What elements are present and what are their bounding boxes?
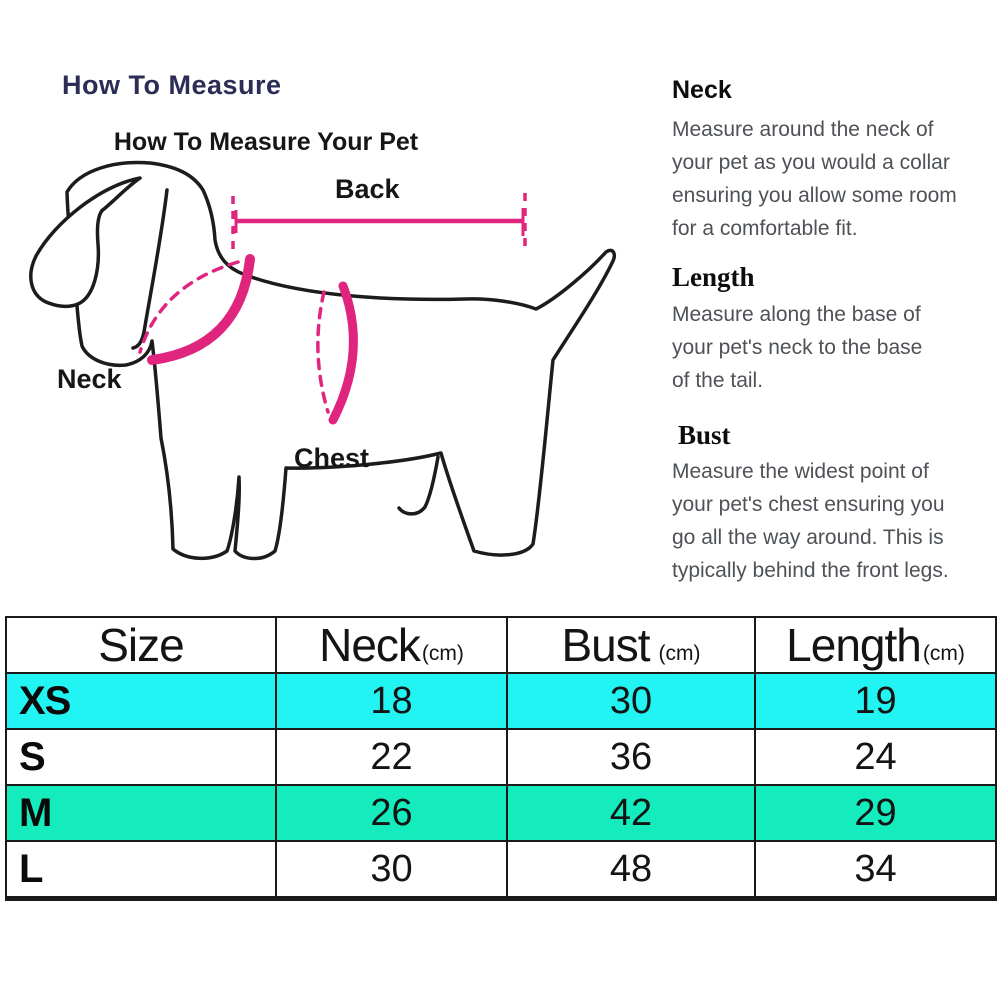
back-label: Back — [335, 174, 400, 204]
length-cell: 34 — [854, 847, 897, 890]
neck-section-line: your pet as you would a collar — [672, 151, 950, 174]
dog-measurement-diagram-svg — [29, 160, 616, 561]
neck-band — [147, 254, 255, 365]
bust-cell: 48 — [508, 842, 756, 896]
size-cell: S — [7, 730, 277, 784]
size-cell: M — [7, 786, 277, 840]
bust-section-heading: Bust — [678, 420, 731, 450]
bust-cell: 42 — [508, 786, 756, 840]
neck-cell: 18 — [277, 674, 508, 728]
bust-section-line: your pet's chest ensuring you — [672, 493, 945, 516]
dog-face-line — [131, 188, 169, 350]
column-header-label: Bust — [561, 619, 650, 671]
column-header-length: Length (cm) — [756, 618, 995, 672]
neck-section-heading: Neck — [672, 76, 732, 104]
table-row-s: S 22 36 24 — [7, 730, 995, 786]
neck-band-dashed — [138, 260, 240, 354]
size-cell: L — [7, 842, 277, 896]
bust-cell: 30 — [508, 674, 756, 728]
size-cell: XS — [7, 674, 277, 728]
column-header-label: Size — [98, 619, 184, 671]
bust-section-line: typically behind the front legs. — [672, 559, 949, 582]
column-header-size: Size — [7, 618, 277, 672]
neck-cell: 26 — [277, 786, 508, 840]
chest-band-dashed — [316, 290, 330, 414]
dog-rear-paw-line — [397, 455, 440, 516]
chest-band — [328, 281, 358, 425]
table-row-xs: XS 18 30 19 — [7, 674, 995, 730]
column-header-label: Neck — [319, 619, 421, 671]
table-row-l: L 30 48 34 — [7, 842, 995, 899]
bust-section-line: Measure the widest point of — [672, 460, 929, 483]
size-chart-header-row: Size Neck (cm) Bust (cm) Length (cm) — [7, 618, 995, 674]
length-section-line: of the tail. — [672, 369, 764, 392]
length-section-line: your pet's neck to the base — [672, 336, 923, 359]
length-cell: 19 — [854, 679, 897, 722]
length-cell: 29 — [854, 791, 897, 834]
column-header-neck: Neck (cm) — [277, 618, 508, 672]
length-section-line: Measure along the base of — [672, 303, 921, 326]
column-header-unit: (cm) — [658, 642, 701, 665]
column-header-unit: (cm) — [421, 642, 464, 665]
chest-label: Chest — [294, 443, 370, 473]
neck-label: Neck — [57, 364, 122, 394]
neck-cell: 30 — [277, 842, 508, 896]
dog-body-outline — [65, 160, 616, 561]
length-section-heading: Length — [672, 262, 755, 292]
size-chart-table: Size Neck (cm) Bust (cm) Length (cm) XS … — [5, 616, 997, 901]
table-row-m: M 26 42 29 — [7, 786, 995, 842]
bust-cell: 36 — [508, 730, 756, 784]
column-header-label: Length — [786, 619, 922, 671]
instructions-column: Neck Measure around the neck of your pet… — [668, 0, 993, 600]
neck-cell: 22 — [277, 730, 508, 784]
column-header-bust: Bust (cm) — [508, 618, 756, 672]
length-cell: 24 — [854, 735, 897, 778]
dog-ear — [29, 176, 142, 309]
page-title: How To Measure — [62, 70, 282, 100]
neck-section-line: for a comfortable fit. — [672, 217, 858, 240]
diagram-subtitle: How To Measure Your Pet — [113, 128, 419, 156]
column-header-unit: (cm) — [922, 642, 965, 665]
neck-section-line: Measure around the neck of — [672, 118, 934, 141]
neck-section-line: ensuring you allow some room — [672, 184, 957, 207]
bust-section-line: go all the way around. This is — [672, 526, 944, 549]
